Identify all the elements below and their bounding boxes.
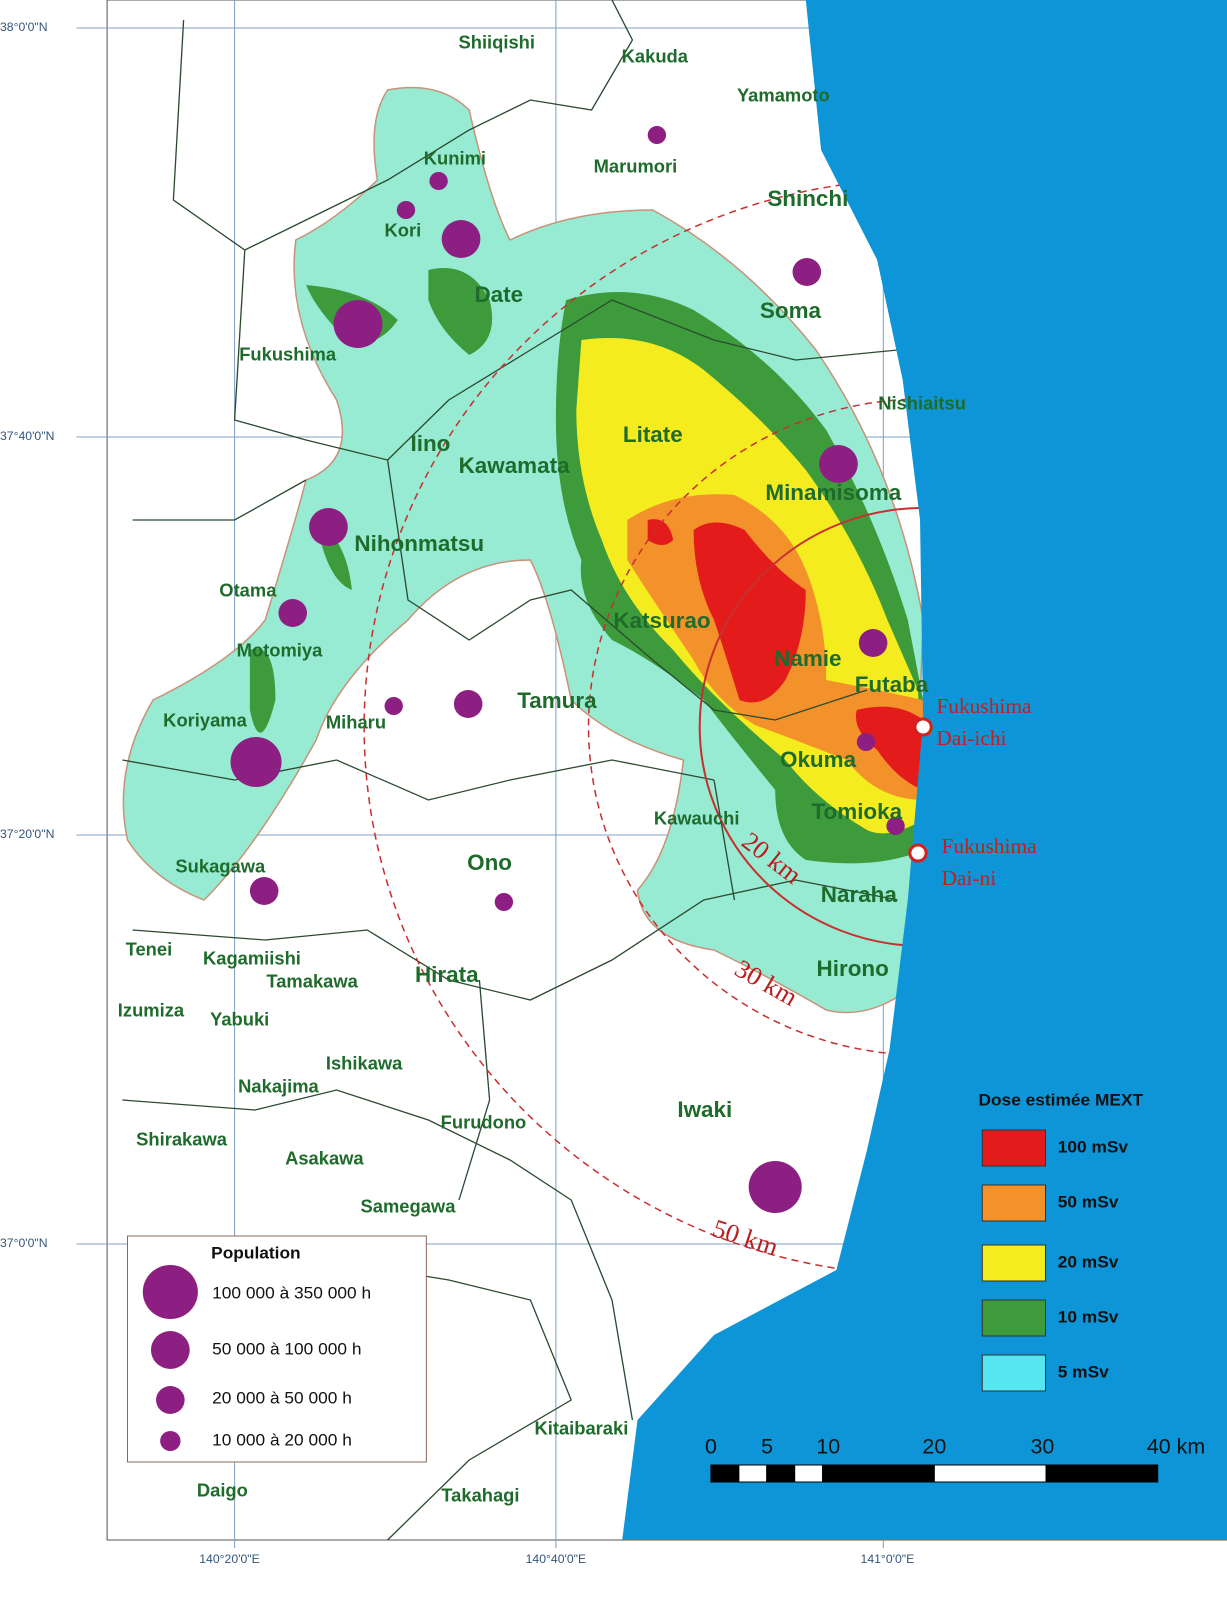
place-label: Nakajima — [238, 1077, 319, 1097]
place-label: Kagamiishi — [203, 949, 301, 969]
place-label: Tenei — [126, 940, 173, 960]
population-legend-symbols — [142, 1265, 198, 1451]
dose-legend-title: Dose estimée MEXT — [978, 1090, 1143, 1110]
latitude-label: 38°0'0"N — [0, 20, 48, 34]
ocean — [622, 0, 1227, 1540]
scale-label: 40 km — [1147, 1436, 1205, 1459]
scale-bar-segment — [933, 1464, 1047, 1483]
place-label: Tamura — [517, 688, 597, 713]
zone-5msv — [122, 86, 924, 1014]
dose-legend-label: 10 mSv — [1058, 1307, 1119, 1327]
longitude-label: 140°20'0"E — [199, 1552, 260, 1566]
place-label: Naraha — [821, 882, 898, 907]
place-label: Izumiza — [118, 1001, 185, 1021]
plant-label: Fukushima — [936, 694, 1032, 718]
latitude-label: 37°20'0"N — [0, 827, 54, 841]
population-circles — [230, 126, 905, 1213]
dose-legend-label: 50 mSv — [1058, 1192, 1119, 1212]
plant-markers — [908, 717, 933, 863]
place-label: Samegawa — [361, 1197, 457, 1217]
scale-label: 10 — [816, 1436, 840, 1459]
place-label: Namie — [774, 646, 841, 671]
place-label: Shiiqishi — [458, 33, 534, 53]
place-label: Kawamata — [459, 453, 571, 478]
place-label: Hirono — [817, 956, 889, 981]
zone-10msv-west — [249, 268, 493, 733]
place-label: Motomiya — [237, 641, 324, 661]
place-label: Iwaki — [677, 1097, 732, 1122]
place-label: Kori — [385, 221, 422, 241]
place-label: Nihonmatsu — [354, 531, 484, 556]
dose-legend-swatch — [981, 1129, 1047, 1167]
place-label: Ishikawa — [326, 1054, 403, 1074]
plant-label: Dai-ni — [941, 866, 996, 890]
place-label: Kawauchi — [654, 809, 740, 829]
place-label: Tamakawa — [266, 972, 358, 992]
place-label: Litate — [623, 422, 683, 447]
population-legend-label: 20 000 à 50 000 h — [212, 1388, 352, 1408]
latitude-label: 37°0'0"N — [0, 1236, 48, 1250]
scale-bar-segment — [738, 1464, 768, 1483]
place-label: Minamisoma — [765, 480, 902, 505]
place-label: Takahagi — [441, 1486, 519, 1506]
place-label: Date — [474, 282, 523, 307]
latitude-label: 37°40'0"N — [0, 429, 54, 443]
place-label: Daigo — [197, 1481, 248, 1501]
place-label: Otama — [219, 581, 277, 601]
dose-legend-swatch — [981, 1244, 1047, 1282]
place-label: Soma — [760, 298, 822, 323]
place-label: Nishiaitsu — [878, 394, 966, 414]
place-label: Ono — [467, 850, 512, 875]
place-label: Katsurao — [613, 608, 710, 633]
scale-bar-segment — [794, 1464, 824, 1483]
place-label: Kakuda — [622, 47, 689, 67]
scale-bar-segment — [822, 1464, 935, 1483]
place-label: Asakawa — [285, 1149, 364, 1169]
plant-label: Dai-ichi — [936, 726, 1006, 750]
dose-legend-swatch — [981, 1299, 1047, 1337]
scale-bar-segment — [710, 1464, 740, 1483]
place-label: Tomioka — [811, 799, 902, 824]
scale-bar-segment — [1045, 1464, 1159, 1483]
scale-label: 30 — [1031, 1436, 1055, 1459]
place-label: Shinchi — [767, 186, 848, 211]
place-label: Yamamoto — [737, 86, 830, 106]
plant-label: Fukushima — [941, 834, 1037, 858]
population-legend-label: 100 000 à 350 000 h — [212, 1283, 371, 1303]
dose-legend-swatch — [981, 1184, 1047, 1222]
place-label: Kitaibaraki — [534, 1419, 628, 1439]
longitude-label: 140°40'0"E — [526, 1552, 587, 1566]
dose-legend-label: 20 mSv — [1058, 1252, 1119, 1272]
place-label: Yabuki — [210, 1010, 269, 1030]
dose-legend-swatch — [981, 1354, 1047, 1392]
place-label: Koriyama — [163, 711, 248, 731]
population-legend-label: 50 000 à 100 000 h — [212, 1339, 361, 1359]
place-label: Okuma — [780, 747, 857, 772]
longitude-label: 141°0'0"E — [861, 1552, 915, 1566]
place-label: Shirakawa — [136, 1130, 228, 1150]
place-label: Futaba — [855, 672, 929, 697]
place-label: Furudono — [441, 1113, 527, 1133]
place-label: Miharu — [326, 713, 386, 733]
place-label: Kunimi — [424, 149, 486, 169]
place-label: Iino — [410, 431, 450, 456]
scale-label: 0 — [705, 1436, 717, 1459]
place-label: Fukushima — [239, 345, 337, 365]
place-label: Sukagawa — [175, 857, 266, 877]
population-legend-label: 10 000 à 20 000 h — [212, 1430, 352, 1450]
scale-label: 5 — [761, 1436, 773, 1459]
zone-100msv — [647, 519, 924, 790]
population-legend-title: Population — [211, 1243, 301, 1263]
scale-label: 20 — [922, 1436, 946, 1459]
dose-legend-label: 5 mSv — [1058, 1362, 1110, 1382]
place-label: Marumori — [594, 157, 678, 177]
scale-bar-segment — [766, 1464, 796, 1483]
dose-legend-label: 100 mSv — [1058, 1137, 1129, 1157]
place-label: Hirata — [415, 962, 479, 987]
